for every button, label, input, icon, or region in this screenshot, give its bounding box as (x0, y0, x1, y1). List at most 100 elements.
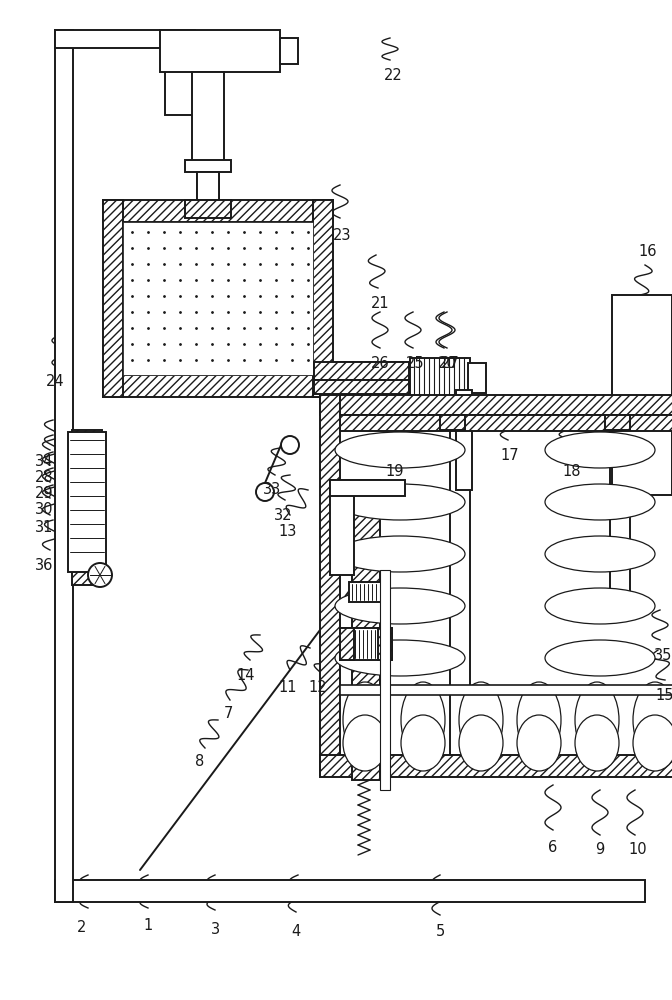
Bar (378, 628, 392, 660)
Bar (185, 200, 231, 218)
Text: 23: 23 (333, 228, 351, 242)
Text: 4: 4 (292, 924, 300, 940)
Bar (456, 395, 472, 425)
Text: 2: 2 (77, 920, 87, 936)
Bar (123, 222, 313, 375)
Text: 17: 17 (501, 448, 519, 464)
Bar (165, 30, 195, 115)
Bar (72, 430, 102, 585)
Ellipse shape (335, 588, 465, 624)
Text: 9: 9 (595, 842, 605, 857)
Bar (280, 38, 298, 64)
Text: 36: 36 (35, 558, 53, 572)
Text: 21: 21 (371, 296, 389, 310)
Bar (55, 30, 195, 48)
Ellipse shape (459, 682, 503, 758)
Text: 14: 14 (237, 668, 255, 682)
Text: 34: 34 (35, 454, 53, 470)
Ellipse shape (575, 682, 619, 758)
Text: 30: 30 (35, 502, 53, 518)
Circle shape (256, 483, 274, 501)
Text: 18: 18 (562, 464, 581, 480)
Bar (314, 362, 409, 380)
Bar (68, 432, 106, 572)
Text: 20: 20 (437, 356, 456, 370)
Bar (197, 172, 219, 202)
Text: 15: 15 (656, 688, 672, 704)
Text: 27: 27 (441, 356, 460, 370)
Text: 25: 25 (406, 356, 424, 370)
Circle shape (88, 563, 112, 587)
Text: 28: 28 (35, 471, 53, 486)
Ellipse shape (401, 715, 445, 771)
Bar (320, 395, 340, 775)
Text: 31: 31 (35, 520, 53, 534)
Text: 29: 29 (35, 487, 53, 502)
Text: 32: 32 (274, 508, 292, 522)
Bar (55, 880, 645, 902)
Text: 1: 1 (143, 918, 153, 932)
Bar (340, 628, 354, 660)
Ellipse shape (335, 640, 465, 676)
Text: 10: 10 (629, 842, 647, 857)
Bar (605, 415, 630, 430)
Ellipse shape (343, 682, 387, 758)
Text: 3: 3 (212, 922, 220, 938)
Ellipse shape (401, 682, 445, 758)
Ellipse shape (335, 432, 465, 468)
Ellipse shape (575, 715, 619, 771)
Ellipse shape (459, 715, 503, 771)
Text: 13: 13 (279, 524, 297, 540)
Bar (610, 415, 630, 595)
Ellipse shape (633, 715, 672, 771)
Bar (352, 480, 380, 780)
Bar (340, 415, 672, 431)
Text: 12: 12 (308, 680, 327, 696)
Bar (103, 375, 333, 397)
Circle shape (281, 436, 299, 454)
Text: 24: 24 (46, 374, 65, 389)
Text: 26: 26 (371, 356, 389, 370)
Bar (320, 755, 672, 777)
Text: 16: 16 (639, 244, 657, 259)
Bar (340, 628, 392, 660)
Ellipse shape (633, 682, 672, 758)
Bar (440, 415, 465, 430)
Bar (468, 363, 486, 393)
Bar (349, 582, 383, 602)
Bar (612, 295, 672, 495)
Bar (330, 480, 405, 496)
Bar (330, 480, 354, 575)
Ellipse shape (545, 432, 655, 468)
Text: 11: 11 (279, 680, 297, 696)
Bar (320, 395, 672, 415)
Ellipse shape (343, 715, 387, 771)
Bar (456, 390, 472, 490)
Bar (103, 200, 123, 397)
Ellipse shape (545, 640, 655, 676)
Ellipse shape (545, 588, 655, 624)
Ellipse shape (545, 536, 655, 572)
Text: 6: 6 (548, 840, 558, 856)
Bar (314, 380, 409, 394)
Text: 5: 5 (435, 924, 445, 940)
Bar (192, 72, 224, 162)
Bar (160, 30, 280, 72)
Text: 22: 22 (384, 68, 403, 83)
Ellipse shape (545, 484, 655, 520)
Bar (410, 358, 470, 398)
Ellipse shape (335, 536, 465, 572)
Bar (450, 415, 470, 755)
Text: 33: 33 (263, 483, 281, 497)
Bar (660, 757, 672, 765)
Bar (103, 200, 333, 222)
Bar (185, 160, 231, 172)
Bar (55, 30, 73, 902)
Bar (380, 570, 390, 790)
Text: 8: 8 (196, 754, 205, 770)
Ellipse shape (517, 682, 561, 758)
Bar (340, 685, 672, 695)
Bar (313, 200, 333, 397)
Bar (660, 740, 672, 758)
Ellipse shape (335, 484, 465, 520)
